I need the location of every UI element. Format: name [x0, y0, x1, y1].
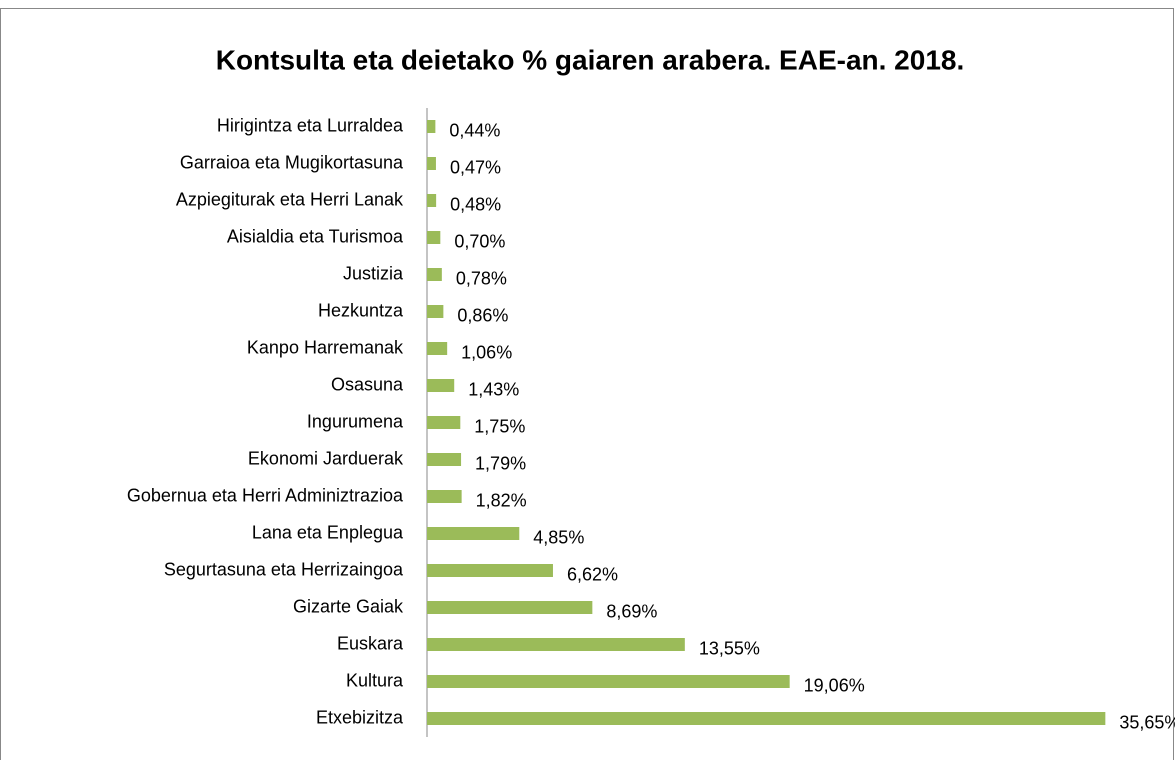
category-label: Ekonomi Jarduerak [248, 448, 404, 468]
bar [427, 675, 790, 688]
category-label: Kanpo Harremanak [247, 337, 404, 357]
bar [427, 564, 553, 577]
bar [427, 416, 461, 429]
category-label: Garraioa eta Mugikortasuna [180, 152, 404, 172]
bar [427, 601, 593, 614]
category-label: Lana eta Enplegua [252, 522, 404, 542]
category-label: Aisialdia eta Turismoa [227, 226, 404, 246]
data-label: 8,69% [606, 601, 657, 621]
bar [427, 638, 685, 651]
bar [427, 120, 436, 133]
data-label: 35,65% [1119, 712, 1175, 732]
data-label: 0,70% [454, 231, 505, 251]
data-label: 0,47% [450, 157, 501, 177]
chart-title: Kontsulta eta deietako % gaiaren arabera… [216, 44, 965, 75]
bar [427, 712, 1106, 725]
data-label: 6,62% [567, 564, 618, 584]
data-label: 1,06% [461, 342, 512, 362]
category-label: Segurtasuna eta Herrizaingoa [164, 559, 404, 579]
data-label: 19,06% [804, 675, 865, 695]
bar [427, 342, 448, 355]
bar [427, 157, 436, 170]
data-label: 0,86% [457, 305, 508, 325]
bar [427, 527, 520, 540]
category-label: Euskara [337, 633, 404, 653]
data-label: 1,82% [476, 490, 527, 510]
data-label: 1,79% [475, 453, 526, 473]
category-label: Gobernua eta Herri Adminiztrazioa [127, 485, 404, 505]
category-label: Etxebizitza [316, 707, 404, 727]
data-label: 1,43% [468, 379, 519, 399]
data-label: 0,44% [449, 120, 500, 140]
data-label: 0,48% [450, 194, 501, 214]
bar [427, 194, 437, 207]
bar [427, 231, 441, 244]
data-label: 13,55% [699, 638, 760, 658]
data-label: 0,78% [456, 268, 507, 288]
data-label: 4,85% [533, 527, 584, 547]
category-label: Azpiegiturak eta Herri Lanak [176, 189, 404, 209]
bar [427, 305, 444, 318]
category-label: Osasuna [331, 374, 404, 394]
bar [427, 379, 455, 392]
bar [427, 268, 442, 281]
bar [427, 453, 462, 466]
bar [427, 490, 462, 503]
category-label: Hezkuntza [318, 300, 404, 320]
category-label: Kultura [346, 670, 404, 690]
category-label: Ingurumena [307, 411, 404, 431]
category-label: Hirigintza eta Lurraldea [217, 115, 404, 135]
data-label: 1,75% [474, 416, 525, 436]
category-label: Gizarte Gaiak [293, 596, 404, 616]
category-label: Justizia [343, 263, 404, 283]
